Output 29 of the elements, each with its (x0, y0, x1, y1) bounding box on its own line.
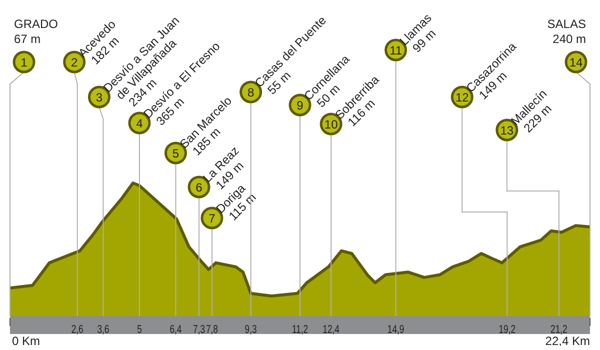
text: 13 (500, 124, 514, 138)
text: 10 (324, 118, 338, 132)
x-tick-label: 12,4 (322, 324, 340, 336)
text: GRADO 67 m (14, 17, 58, 46)
x-tick-label: 5 (137, 324, 142, 336)
x-tick-label: 3,6 (97, 324, 110, 336)
text: 14 (569, 56, 583, 70)
x-tick-label: 9,3 (244, 324, 258, 336)
text: 5 (172, 146, 180, 160)
text: 2 (70, 56, 78, 70)
x-tick-label: 19,2 (498, 324, 516, 336)
x-tick-label: 7,3 (193, 324, 206, 336)
text: 3 (96, 90, 103, 104)
x-tick-label: 6,4 (170, 324, 182, 336)
text: 9 (296, 98, 304, 112)
annotation: 7 (208, 212, 216, 226)
x-tick-label: 7,8 (206, 324, 218, 336)
text: 1 (20, 56, 28, 70)
x-tick-label: 2,6 (71, 324, 84, 336)
text: 12 (455, 90, 470, 104)
annotation: 6 (196, 180, 203, 194)
text: 0 Km (12, 334, 40, 348)
x-tick-label: 11,2 (292, 324, 308, 336)
x-tick-label: 14,9 (387, 324, 404, 336)
text: SALAS 240 m (547, 17, 586, 46)
x-tick-label: 21,2 (550, 324, 568, 336)
text: 8 (247, 86, 254, 100)
text: 11 (390, 44, 402, 58)
text: 4 (136, 116, 144, 130)
